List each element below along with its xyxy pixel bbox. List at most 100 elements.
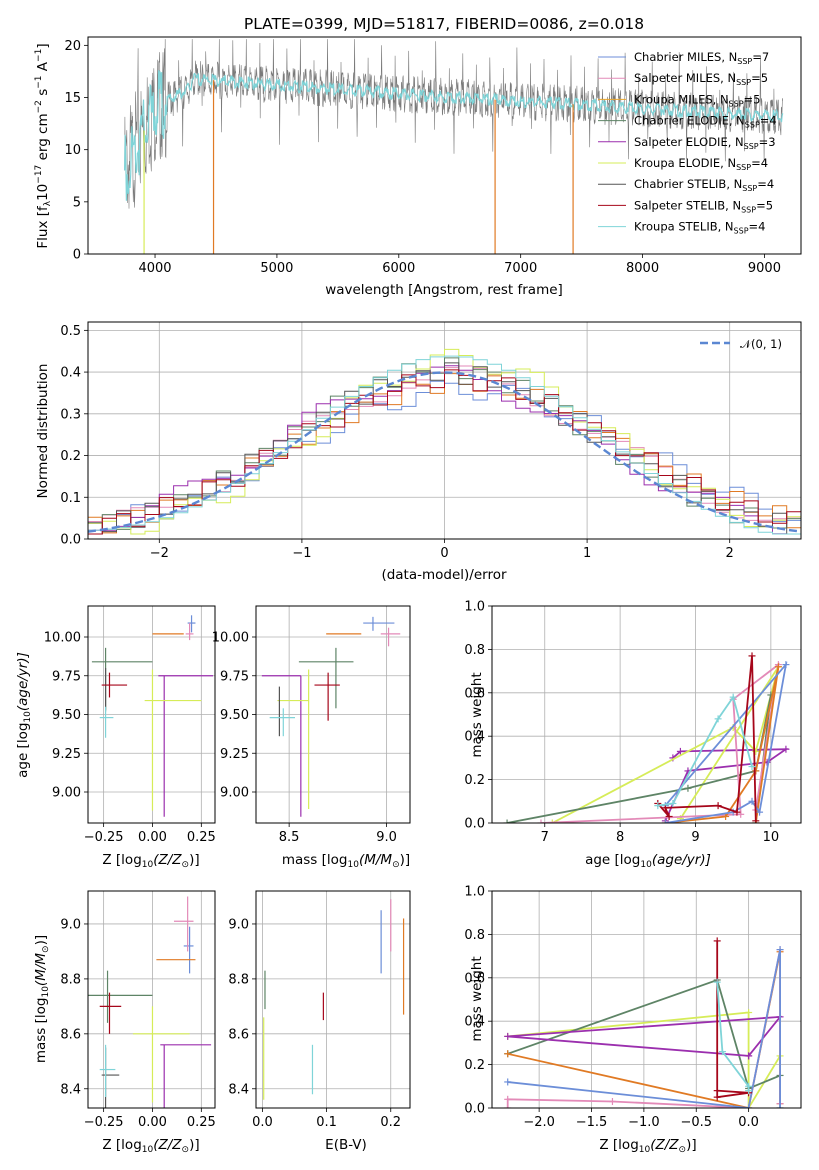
legend-entry: Chabrier ELODIE, NSSP=4 — [598, 114, 777, 130]
x-tick-label: −2.0 — [523, 1115, 555, 1130]
x-tick-label: 1 — [583, 546, 591, 561]
spectrum-panel: PLATE=0399, MJD=51817, FIBERID=0086, z=0… — [34, 15, 802, 298]
axes-frame — [87, 36, 802, 255]
y-tick-label: 0.2 — [464, 773, 485, 788]
y-tick-label: 9.50 — [52, 708, 81, 723]
errorbar-point — [158, 675, 214, 817]
y-tick-label: 0.5 — [60, 324, 81, 339]
y-tick-label: 0.0 — [464, 817, 485, 832]
errorbar-point — [99, 1044, 116, 1098]
x-tick-label: 8000 — [626, 261, 659, 276]
y-tick-label: 9.25 — [220, 747, 249, 762]
mass-vs-extinction-panel: 0.0 0.1 0.2 8.4 8.6 8.8 9.0 E(B-V) — [228, 890, 411, 1153]
y-tick-label: 0.2 — [60, 449, 81, 464]
y-tick-label: 5 — [73, 195, 81, 210]
spectrum-plot-area — [124, 39, 784, 254]
legend-label: Kroupa STELIB, NSSP=4 — [634, 220, 765, 236]
y-tick-label: 9.0 — [60, 917, 81, 932]
errorbar-point — [173, 896, 194, 952]
age-vs-metallicity-plot-area — [88, 606, 215, 823]
mass-weight-marker — [548, 819, 556, 823]
errorbar-point — [99, 992, 122, 1034]
mass-weight-marker — [654, 802, 662, 810]
x-tick-label: 0.25 — [187, 830, 216, 845]
mass-weight-marker — [661, 804, 669, 812]
mass-weight-marker — [745, 1009, 753, 1017]
spectrum-title: PLATE=0399, MJD=51817, FIBERID=0086, z=0… — [244, 15, 644, 33]
legend-entry: Kroupa ELODIE, NSSP=4 — [598, 156, 768, 172]
y-tick-label: 9.00 — [52, 786, 81, 801]
mass-weight-marker — [745, 1104, 753, 1108]
x-tick-label: 8 — [616, 830, 624, 845]
age-vs-mass-x-axis-label: mass [log10(M/M⊙)] — [282, 852, 410, 870]
legend-label: Chabrier STELIB, NSSP=4 — [634, 177, 774, 193]
x-tick-label: 7 — [541, 830, 549, 845]
errorbar-point — [101, 1047, 120, 1108]
y-tick-label: 0.4 — [464, 730, 485, 745]
axes-frame — [87, 890, 216, 1109]
mass-vs-metallicity-plot-area — [88, 891, 215, 1108]
histogram-series — [88, 355, 801, 539]
mass-weight-marker — [745, 1087, 753, 1095]
x-tick-label: 0.1 — [316, 1115, 337, 1130]
legend-label: Kroupa ELODIE, NSSP=4 — [634, 156, 768, 172]
plot-clip — [256, 891, 410, 1108]
y-tick-label: 8.6 — [228, 1027, 249, 1042]
mass-weight-marker — [756, 808, 764, 816]
spectrum-x-axis-label: wavelength [Angstrom, rest frame] — [325, 282, 563, 298]
age-vs-mass-panel: 8.5 9.0 9.00 9.25 9.50 9.75 10.00 mass [log10(… — [212, 605, 411, 870]
x-tick-label: 2 — [726, 546, 734, 561]
legend-label: Kroupa MILES, NSSP=5 — [634, 92, 760, 108]
mass-weight-marker — [684, 784, 692, 792]
axes-frame — [491, 890, 802, 1109]
errorbar-point — [91, 647, 153, 712]
x-tick-label: −1 — [292, 546, 311, 561]
spectrum-ticks: 4000 5000 6000 7000 8000 9000 0 5 10 15 20 — [64, 36, 802, 276]
mass-weight-vs-metallicity-y-axis-label: mass weight — [469, 956, 485, 1041]
residuals-y-axis-label: Normed distribution — [35, 364, 51, 499]
legend-label: 𝒩(0, 1) — [740, 337, 782, 351]
mass-weight-marker — [504, 1078, 512, 1086]
legend-entry: 𝒩(0, 1) — [700, 337, 782, 351]
x-tick-label: 10 — [763, 830, 780, 845]
y-tick-label: 10 — [64, 143, 81, 158]
mass-vs-extinction-x-axis-label: E(B-V) — [325, 1137, 367, 1153]
errorbar-point — [277, 669, 310, 810]
mass-weight-marker — [504, 1050, 512, 1058]
x-tick-label: 6000 — [382, 261, 415, 276]
errorbar-point — [132, 1006, 190, 1103]
mass-weight-marker — [537, 819, 545, 823]
mass-weight-vs-age-x-axis-label: age [log10(age/yr)] — [585, 852, 711, 870]
x-tick-label: −1.5 — [576, 1115, 608, 1130]
errorbar-point — [185, 623, 194, 641]
mass-weight-marker — [608, 1097, 616, 1105]
x-tick-label: 0 — [440, 546, 448, 561]
errorbar-point — [99, 706, 114, 738]
age-vs-metallicity-panel: −0.25 0.00 0.25 9.00 9.25 9.50 9.75 10.00 Z [lo… — [15, 605, 216, 870]
axes-frame — [87, 321, 802, 540]
x-tick-label: 0.00 — [138, 1115, 167, 1130]
mass-weight-marker — [713, 978, 721, 986]
plot-clip — [492, 891, 801, 1108]
y-tick-label: 9.50 — [220, 708, 249, 723]
age-vs-metallicity-y-axis-label: age [log10(age/yr)] — [15, 652, 33, 778]
residuals-legend: 𝒩(0, 1) — [700, 337, 782, 351]
mass-weight-line — [506, 694, 772, 823]
errorbar-point — [183, 926, 194, 974]
errorbar-point — [88, 970, 153, 1023]
mass-weight-marker — [713, 1093, 721, 1101]
age-vs-metallicity-ticks: −0.25 0.00 0.25 9.00 9.25 9.50 9.75 10.00 — [44, 605, 216, 845]
x-tick-label: 9 — [691, 830, 699, 845]
mass-vs-metallicity-x-axis-label: Z [log10(Z/Z⊙)] — [102, 1137, 199, 1155]
histogram-series — [88, 369, 801, 539]
y-tick-label: 9.75 — [220, 669, 249, 684]
mass-weight-vs-metallicity-x-axis-label: Z [log10(Z/Z⊙)] — [599, 1137, 696, 1155]
age-vs-metallicity-x-axis-label: Z [log10(Z/Z⊙)] — [102, 852, 199, 870]
mass-weight-vs-metallicity-plot-area — [492, 891, 801, 1108]
y-tick-label: 10.00 — [44, 631, 81, 646]
legend-entry: Salpeter MILES, NSSP=5 — [598, 71, 768, 87]
y-tick-label: 20 — [64, 39, 81, 54]
mass-weight-marker — [774, 663, 782, 671]
y-tick-label: 9.25 — [52, 747, 81, 762]
